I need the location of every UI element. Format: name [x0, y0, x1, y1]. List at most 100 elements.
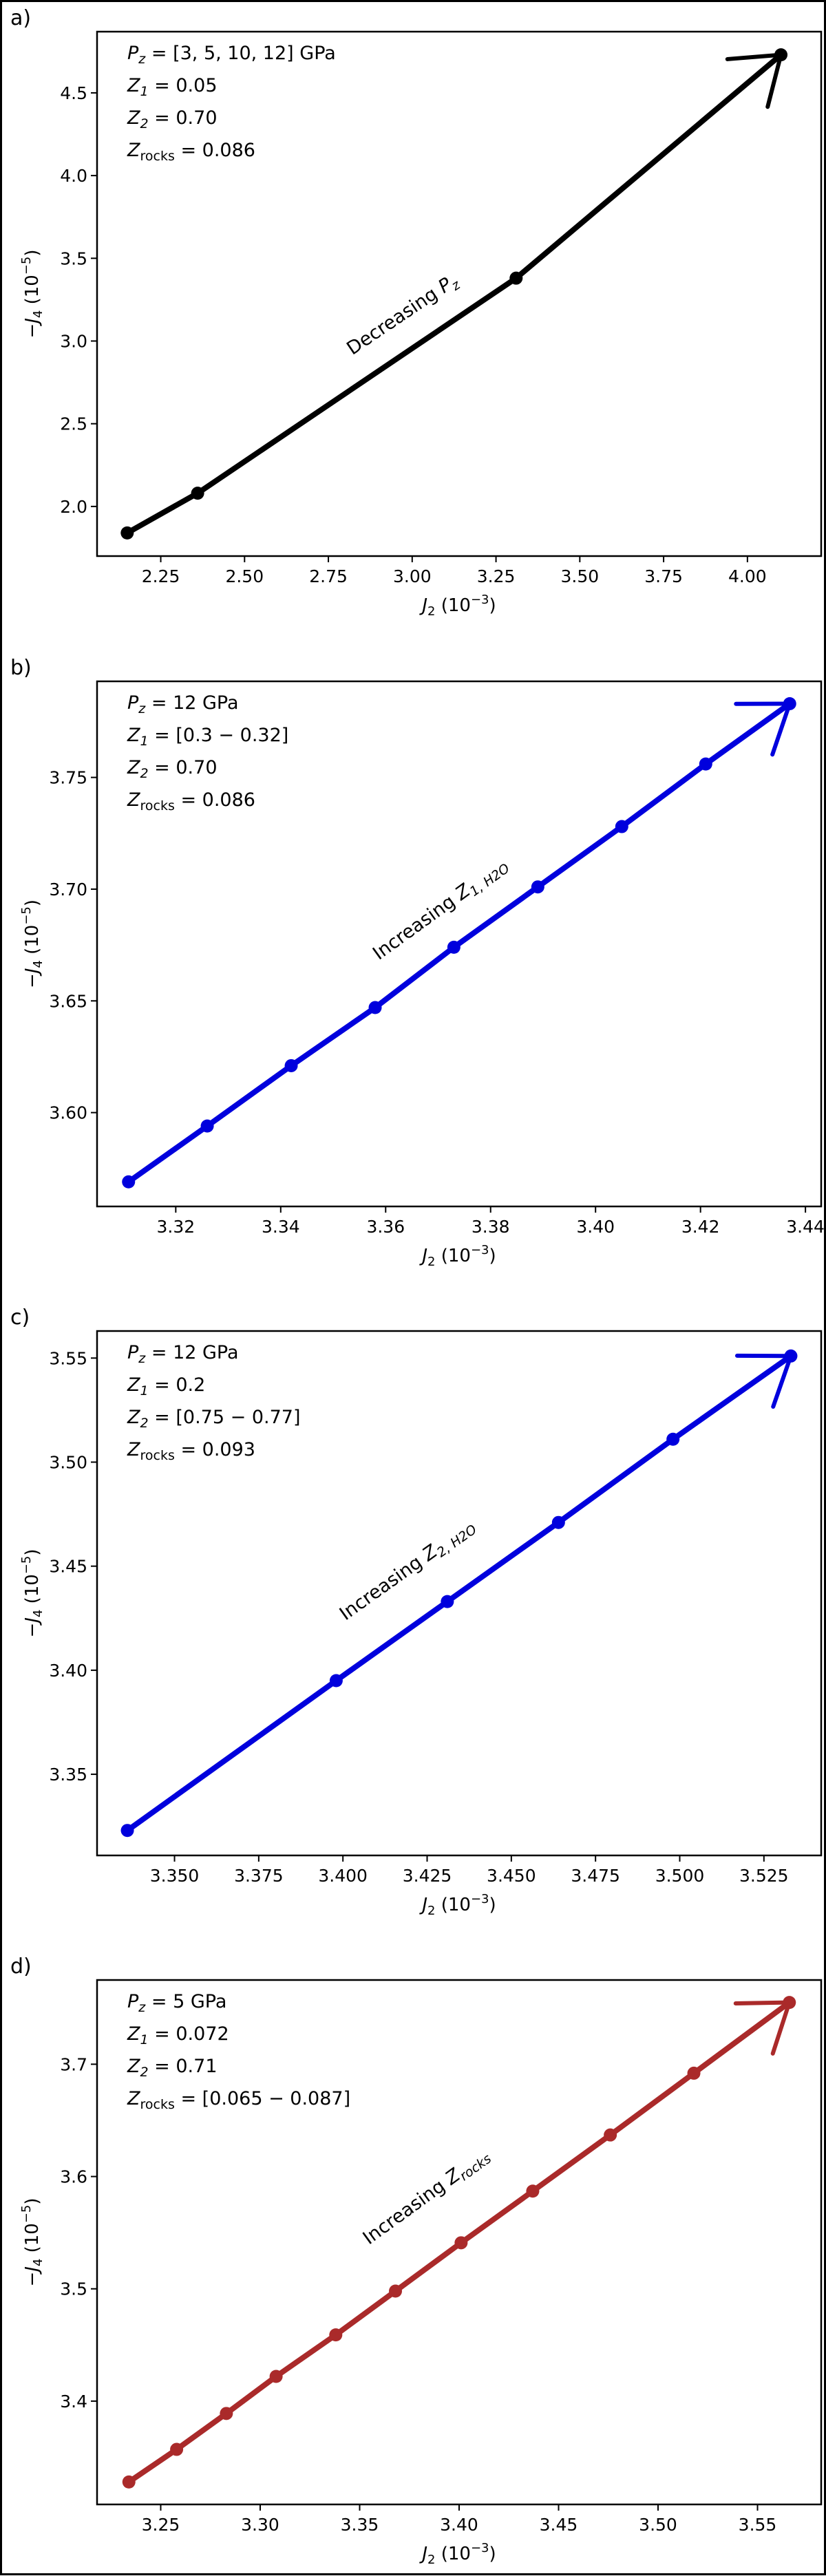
info-line: Z1 = 0.05	[127, 75, 218, 99]
data-point	[120, 526, 134, 540]
x-tick-label: 3.50	[639, 2515, 677, 2535]
y-axis-label: −J4 (10−5)	[19, 900, 45, 988]
panel-label: c)	[10, 1306, 30, 1330]
data-point	[220, 2407, 233, 2420]
x-tick-label: 3.38	[472, 1217, 510, 1237]
y-axis-label: −J4 (10−5)	[19, 2197, 45, 2286]
x-tick-label: 3.35	[341, 2515, 379, 2535]
x-tick-label: 3.525	[739, 1866, 789, 1886]
info-line: Pz = 12 GPa	[127, 692, 239, 716]
x-tick-label: 3.425	[403, 1866, 452, 1886]
info-line: Z2 = 0.70	[127, 757, 218, 781]
data-point	[531, 880, 544, 894]
arrow-head	[733, 2000, 792, 2056]
data-point	[269, 2370, 283, 2383]
x-tick-label: 3.500	[655, 1866, 705, 1886]
panel-2: b) 3.32 3.34 3.36 3.38 3.40 3.42 3.44 3.60 3.65 3.…	[10, 656, 825, 1269]
data-point	[329, 2328, 343, 2342]
y-tick-label: 4.0	[60, 166, 87, 186]
y-tick-label: 3.75	[49, 768, 87, 788]
x-tick-label: 3.450	[487, 1866, 536, 1886]
data-point	[509, 271, 523, 285]
info-line: Zrocks = [0.065 − 0.087]	[127, 2088, 350, 2112]
y-tick-label: 3.50	[49, 1453, 87, 1473]
data-point	[454, 2236, 468, 2250]
data-point	[200, 1119, 214, 1133]
data-point	[615, 820, 628, 833]
x-tick-label: 3.42	[681, 1217, 720, 1237]
x-tick-label: 3.44	[786, 1217, 824, 1237]
y-tick-label: 3.65	[49, 991, 87, 1011]
annotation-text: Increasing Z1, H2O	[369, 853, 513, 966]
info-line: Pz = 5 GPa	[127, 1991, 226, 2015]
data-point	[122, 2475, 136, 2489]
info-line: Pz = [3, 5, 10, 12] GPa	[127, 43, 336, 67]
panel-4: d) 3.25 3.30 3.35 3.40 3.45 3.50 3.55 3.4 3.5 3.6 3…	[10, 1955, 823, 2567]
info-line: Pz = 12 GPa	[127, 1342, 239, 1366]
y-axis-label: −J4 (10−5)	[19, 249, 45, 338]
x-tick-label: 3.40	[576, 1217, 615, 1237]
info-line: Z2 = 0.70	[127, 107, 218, 131]
x-tick-label: 3.50	[560, 566, 599, 586]
x-tick-label: 3.55	[739, 2515, 777, 2535]
y-tick-label: 4.5	[60, 83, 87, 103]
info-line: Zrocks = 0.086	[127, 789, 255, 813]
axes-frame	[96, 30, 823, 557]
x-tick-label: 3.350	[150, 1866, 200, 1886]
arrow-head	[725, 52, 783, 109]
annotation-text: Increasing Z2, H2O	[336, 1515, 480, 1627]
series-line	[125, 1353, 794, 1833]
panel-1: a) 2.25 2.50 2.75 3.00 3.25 3.50 3.75 4.00 2.0 2.5…	[10, 6, 823, 619]
x-tick-label: 3.375	[234, 1866, 284, 1886]
x-axis-label: J2 (10−3)	[419, 1892, 496, 1918]
arrow-head	[734, 1353, 793, 1409]
axes-frame	[96, 1330, 823, 1857]
x-tick-label: 4.00	[728, 566, 767, 586]
x-tick-label: 3.00	[393, 566, 432, 586]
x-tick-label: 3.25	[142, 2515, 180, 2535]
data-point	[441, 1595, 454, 1608]
panel-label: a)	[10, 6, 31, 30]
y-tick-label: 3.7	[60, 2054, 87, 2074]
data-point	[447, 940, 460, 954]
data-point	[329, 1674, 343, 1688]
x-tick-label: 3.30	[241, 2515, 279, 2535]
arrow-head	[734, 701, 792, 757]
panel-label: d)	[10, 1955, 32, 1979]
data-point	[284, 1058, 298, 1072]
x-tick-label: 2.25	[142, 566, 180, 586]
y-tick-label: 2.0	[60, 497, 87, 517]
x-tick-label: 2.50	[225, 566, 264, 586]
y-tick-label: 3.60	[49, 1103, 87, 1123]
series-line	[125, 701, 793, 1185]
panel-3: c) 3.350 3.375 3.400 3.425 3.450 3.475 3.500 3.5…	[10, 1306, 823, 1918]
y-tick-label: 3.5	[60, 2279, 87, 2299]
x-tick-label: 2.75	[309, 566, 348, 586]
y-tick-label: 3.45	[49, 1557, 87, 1577]
x-tick-label: 3.32	[157, 1217, 195, 1237]
y-tick-label: 3.55	[49, 1348, 87, 1368]
info-line: Zrocks = 0.093	[127, 1439, 255, 1463]
info-line: Z1 = 0.2	[127, 1374, 205, 1398]
y-tick-label: 3.5	[60, 248, 87, 268]
info-line: Z1 = [0.3 − 0.32]	[127, 725, 288, 749]
annotation-text: Decreasing Pz	[343, 270, 463, 362]
y-tick-label: 3.0	[60, 332, 87, 352]
y-tick-label: 3.40	[49, 1661, 87, 1681]
y-tick-label: 2.5	[60, 414, 87, 434]
data-point	[666, 1432, 680, 1446]
axes-frame	[96, 680, 823, 1208]
series-line	[124, 52, 784, 536]
info-line: Z1 = 0.072	[127, 2023, 229, 2047]
info-line: Z2 = 0.71	[127, 2056, 218, 2080]
panel-label: b)	[10, 656, 32, 680]
data-point	[120, 1824, 134, 1838]
data-point	[191, 487, 204, 500]
info-line: Z2 = [0.75 − 0.77]	[127, 1407, 300, 1431]
data-point	[389, 2284, 403, 2298]
y-tick-label: 3.35	[49, 1765, 87, 1785]
data-point	[551, 1515, 565, 1529]
y-tick-label: 3.4	[60, 2392, 87, 2412]
